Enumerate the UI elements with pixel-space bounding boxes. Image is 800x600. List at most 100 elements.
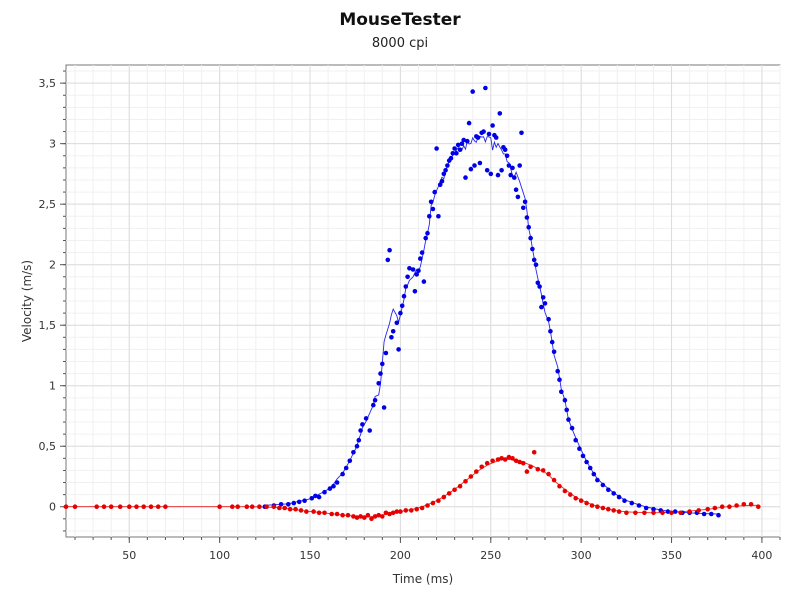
series-blue-point [367,428,373,433]
series-red-point [540,468,546,473]
x-axis-title: Time (ms) [392,572,454,586]
series-blue-point [472,163,477,168]
series-red-point [298,508,304,513]
series-blue-point [331,483,336,489]
x-tick-label: 150 [300,549,321,562]
series-blue-point [396,347,401,352]
series-red-point [642,510,647,516]
series-blue-point [322,489,327,495]
series-blue-point [488,171,494,177]
series-blue-point [569,425,575,431]
series-red-point [127,504,132,510]
series-red-point [606,506,611,512]
series-blue-point [542,301,548,306]
series-blue-point [559,389,564,395]
series-red-point [345,512,351,518]
series-blue-point [278,502,284,507]
series-blue-point [351,450,356,455]
series-blue-point [477,160,483,166]
series-red-point [430,500,436,506]
series-red-point [719,504,725,510]
series-blue-point [430,206,436,212]
x-tick-label: 400 [751,549,772,562]
series-blue-point [427,214,432,219]
series-red-point [669,510,674,516]
series-blue-point [530,246,535,252]
series-red-point [557,483,562,489]
series-red-point [696,508,701,513]
series-red-point [311,509,316,514]
series-red-point [372,514,378,519]
series-red-point [573,496,578,501]
series-blue-point [486,131,492,137]
series-red-point [334,511,340,517]
series-red-point [589,503,595,508]
series-red-point [287,506,293,512]
series-blue-point [343,465,349,471]
series-red-point [502,457,508,462]
series-blue-point [428,199,434,205]
series-red-point [484,460,490,466]
series-blue-point [616,494,622,500]
series-blue-point [372,397,378,403]
series-red-point [163,504,168,510]
series-blue-point [385,257,391,263]
series-red-point [257,504,262,510]
series-blue-point [286,502,291,507]
series-red-point [329,511,335,517]
y-tick-label: 3,5 [39,77,57,90]
series-blue-point [548,329,553,334]
series-red-point [376,512,382,518]
series-blue-point [611,491,616,496]
series-blue-point [549,339,555,345]
series-red-point [595,504,600,510]
series-red-point [414,506,420,512]
series-blue-point [504,153,510,159]
series-blue-point [403,284,409,289]
series-blue-point [595,477,600,483]
series-blue-point [358,428,363,433]
series-blue-point [524,215,530,220]
series-blue-point [573,437,578,443]
series-red-point [63,504,69,510]
series-red-point [535,466,541,472]
series-red-point [244,504,250,510]
series-blue-point [378,371,383,376]
series-blue-point [383,350,389,356]
series-red-point [474,469,479,474]
series-blue-point [389,335,394,340]
series-red-point [101,504,107,510]
series-blue-point [443,168,448,173]
series-blue-point [466,120,472,126]
series-blue-point [526,224,531,230]
series-blue-point [512,175,517,180]
series-blue-point [457,147,463,152]
series-red-point [616,509,622,514]
x-axis-ticks: 50 100 150 200 250 300 350 400 [74,537,781,562]
series-blue-point [580,453,586,459]
series-blue-point [432,189,438,195]
series-blue-point [672,509,678,514]
series-red-point [409,508,414,513]
y-tick-label: 1,5 [39,319,57,332]
series-blue-point [709,511,714,517]
y-axis-title: Velocity (m/s) [20,260,34,342]
series-blue-point [291,500,297,506]
series-blue-point [356,437,362,443]
series-blue-point [643,505,649,511]
series-blue-point [475,135,481,140]
series-blue-point [566,417,571,422]
series-red-point [600,505,606,511]
series-blue-point [380,361,385,367]
series-blue-point [309,496,315,501]
series-blue-point [606,487,611,493]
series-red-point [506,454,512,460]
series-red-point [365,512,371,518]
series-red-point [390,510,396,516]
y-tick-label: 0,5 [39,440,57,453]
series-blue-point [546,316,551,322]
series-blue-point [540,295,546,300]
series-blue-point [452,146,457,151]
series-blue-point [531,257,537,263]
series-blue-point [470,89,476,94]
